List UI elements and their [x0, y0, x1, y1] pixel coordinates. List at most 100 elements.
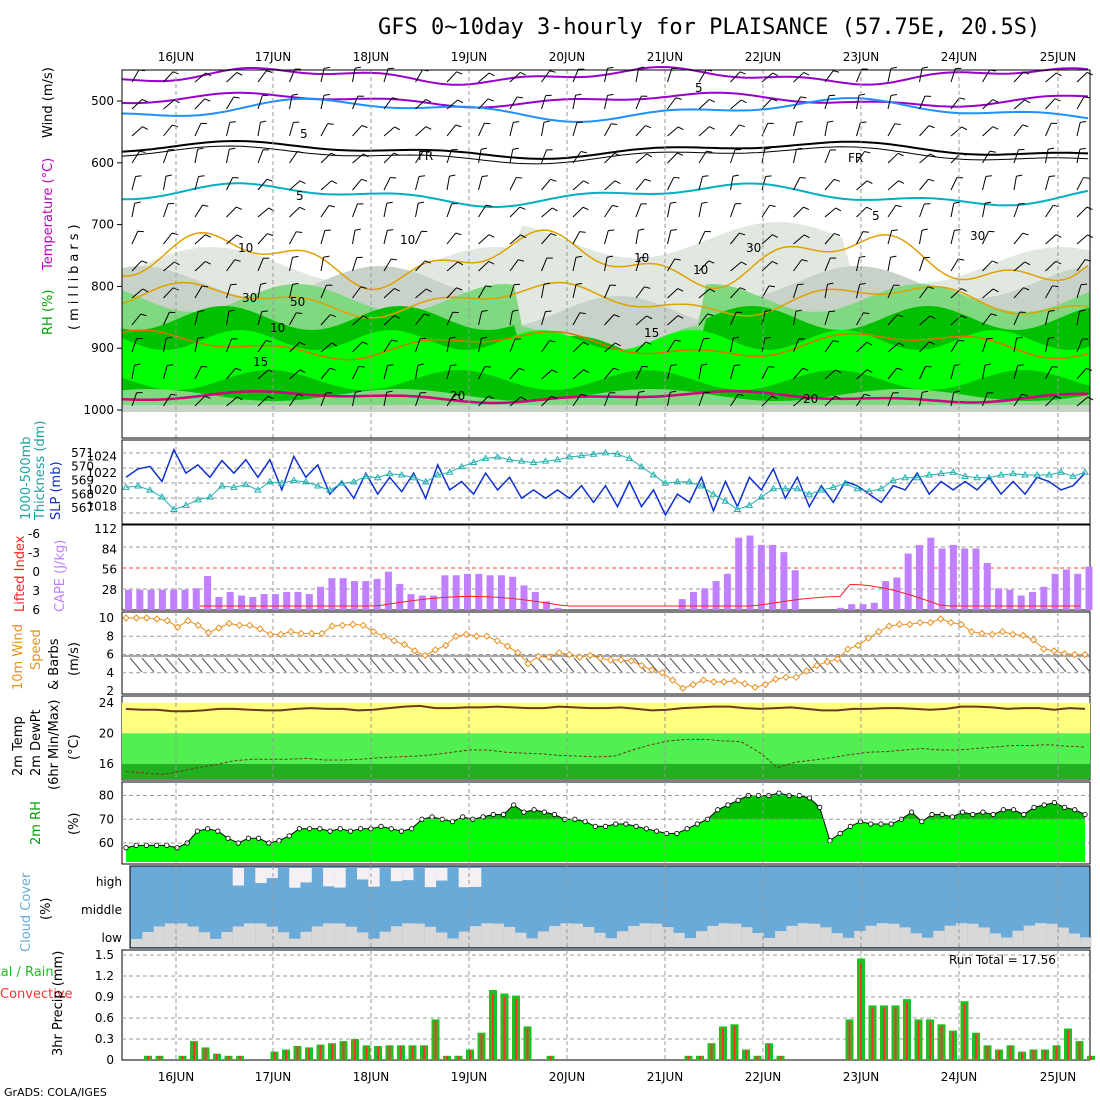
wind-barb: [163, 124, 173, 137]
wind-barb: [163, 338, 167, 353]
precip-conv-bar: [308, 1048, 310, 1060]
wind-barb: [320, 123, 329, 137]
rh-point: [623, 821, 629, 827]
cloud-panel: high middle low Cloud Cover (%): [19, 865, 1092, 952]
wind-barb-flag: [580, 150, 587, 154]
wind-barb-surface: [165, 657, 179, 673]
contour-label: FR: [848, 151, 863, 165]
thickness-point: [625, 454, 634, 461]
wind-barb: [982, 176, 987, 191]
wind-barb-flag: [858, 93, 865, 96]
wind-barb: [667, 392, 671, 407]
thickness-tick: 569: [71, 474, 94, 488]
wind-barb: [761, 204, 771, 218]
wind-barb: [856, 394, 865, 407]
cloud-low-block: [650, 923, 663, 947]
wind-barb: [887, 257, 892, 272]
wind-barb: [1076, 368, 1087, 380]
wind-barb-surface: [345, 657, 359, 673]
cape-bar: [1085, 566, 1093, 610]
wind-barb: [257, 369, 269, 380]
wind-barb-flag: [772, 72, 779, 77]
cape-bar: [249, 596, 257, 610]
cloud-low-block: [323, 923, 335, 947]
wind-barb-flag: [266, 178, 273, 182]
wind-barb-flag: [488, 260, 495, 265]
cape-bar: [882, 581, 890, 610]
wind-barb: [289, 122, 294, 137]
wind-speed-point: [318, 629, 326, 638]
wind-barb-flag: [518, 259, 525, 262]
precip-conv-bar: [331, 1044, 333, 1060]
rh-point: [194, 828, 201, 834]
wind-barb: [320, 180, 332, 191]
wind-barb: [257, 207, 270, 218]
wind-barb-flag: [866, 341, 873, 346]
wind-barb-flag: [165, 174, 172, 177]
wind-barb-surface: [861, 657, 875, 673]
wind-barb: [919, 286, 929, 299]
wind-barb: [982, 126, 994, 137]
wind-barb: [887, 284, 895, 299]
cloud-low-block: [492, 923, 504, 947]
wind-barb: [163, 176, 167, 191]
thickness-point: [253, 486, 262, 493]
wind-barb: [1076, 259, 1086, 272]
thickness-point: [721, 497, 730, 504]
cape-bar: [927, 537, 935, 610]
wind-barb-flag: [803, 206, 810, 210]
cloud-high-block: [255, 868, 267, 884]
wind-speed-point: [173, 623, 182, 631]
wind-barb-flag: [329, 367, 336, 371]
wind-barb: [383, 203, 388, 218]
wind-barb: [509, 284, 515, 299]
precip-conv-bar: [193, 1042, 195, 1060]
wind-barb: [856, 341, 867, 353]
wind-barb-flag: [236, 234, 243, 239]
cloud-high-block: [424, 868, 437, 888]
wind-speed-point: [565, 650, 574, 659]
rh-point: [164, 842, 170, 848]
ylabel-cloud-unit: (%): [39, 898, 54, 921]
wind-barb: [446, 338, 451, 353]
wind-barb: [1045, 72, 1057, 83]
cloud-low-block: [1001, 937, 1013, 947]
wind-barb: [793, 284, 799, 299]
wind-barb-surface: [513, 657, 527, 673]
wind-barb-flag: [1051, 366, 1059, 368]
thickness-point: [1021, 471, 1029, 478]
rh-point: [286, 833, 292, 839]
wind-barb-flag: [866, 369, 873, 373]
wind-barb-flag: [1048, 147, 1055, 150]
cape-bar: [407, 594, 415, 610]
wind-barb: [698, 176, 703, 191]
wind-barb: [194, 338, 199, 353]
cloud-low-block: [221, 931, 233, 947]
wind-barb-flag: [229, 121, 236, 123]
wind-speed-point: [215, 624, 223, 632]
wind-barb: [446, 393, 456, 407]
cloud-low-block: [639, 923, 651, 947]
cloud-high-block: [232, 868, 244, 886]
wind-barb: [446, 71, 457, 83]
wind-barb: [1013, 311, 1021, 326]
wind-barb-flag: [512, 309, 519, 312]
precip-conv-bar: [354, 1040, 356, 1060]
wind-speed-point: [1070, 650, 1079, 659]
wind-barb-flag: [449, 336, 456, 339]
wind-barb: [320, 257, 325, 272]
wind-barb-flag: [261, 310, 268, 313]
wind-barb: [887, 230, 893, 245]
wind-barb: [635, 341, 647, 353]
wind-barb: [604, 392, 610, 407]
wind-barb: [793, 177, 801, 191]
wind-barb-surface: [789, 657, 803, 673]
wind-barb: [257, 122, 261, 137]
contour-label: 5: [296, 189, 304, 203]
wind-barb-flag: [796, 121, 803, 123]
precip-conv-bar: [480, 1034, 483, 1060]
wind-barb: [919, 366, 926, 380]
wind-barb-flag: [701, 201, 708, 204]
pressure-tick-label: 700: [91, 218, 114, 232]
wind-barb: [919, 95, 926, 110]
